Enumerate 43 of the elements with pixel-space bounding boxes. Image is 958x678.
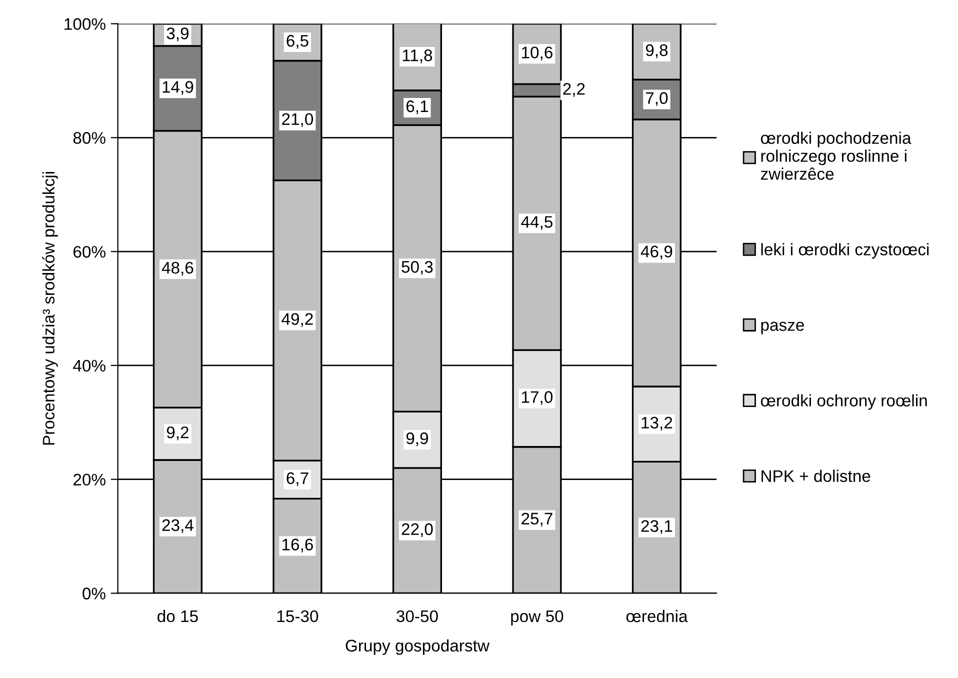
x-tick-label: pow 50 — [511, 610, 564, 626]
data-label: 48,6 — [162, 262, 194, 276]
y-axis-title: Procentowy udzia³ srodków produkcji — [42, 172, 58, 445]
data-label: 9,9 — [406, 432, 428, 446]
y-tick-label: 100% — [64, 18, 106, 30]
data-label: 13,2 — [642, 416, 672, 431]
y-tick-label: 0% — [82, 588, 106, 600]
data-label: 14,9 — [162, 81, 194, 95]
data-label: 46,9 — [640, 246, 672, 260]
legend-label: leki i œrodki czystoœci — [761, 243, 929, 259]
data-label: 6,5 — [286, 34, 308, 49]
legend-label: NPK + dolistne — [762, 470, 870, 482]
x-axis-title: Grupy gospodarstw — [346, 639, 490, 655]
x-tick-label: do 15 — [158, 610, 198, 622]
data-label: 9,8 — [646, 44, 668, 58]
legend-label: œrodki ochrony roœlin — [760, 394, 927, 410]
data-label: 11,8 — [402, 49, 432, 64]
x-tick-label: œrednia — [626, 610, 688, 622]
data-label: 22,0 — [402, 523, 433, 538]
data-label: 23,1 — [641, 520, 672, 534]
legend-label: œrodki pochodzenia rolniczego roslinne i zwierzêce — [760, 132, 912, 180]
data-label: 21,0 — [282, 113, 314, 127]
data-label: 44,5 — [521, 216, 552, 230]
data-label: 17,0 — [522, 391, 553, 405]
data-label: 50,3 — [402, 261, 433, 275]
data-label: 10,6 — [522, 46, 552, 60]
data-label: 9,2 — [166, 426, 188, 440]
data-label: 2,2 — [563, 83, 585, 97]
data-label: 16,6 — [282, 538, 313, 552]
legend-label: pasze — [761, 322, 804, 334]
y-tick-label: 20% — [74, 474, 106, 486]
y-tick-label: 80% — [73, 132, 106, 144]
x-tick-label: 30-50 — [396, 610, 438, 622]
data-label: 25,7 — [522, 512, 552, 527]
y-tick-label: 60% — [74, 246, 106, 258]
data-label: 6,1 — [406, 100, 428, 114]
data-label: 3,9 — [166, 28, 189, 42]
x-tick-label: 15-30 — [277, 610, 318, 622]
data-label: 23,4 — [162, 519, 194, 534]
data-label: 49,2 — [282, 313, 313, 327]
y-tick-label: 40% — [73, 360, 106, 372]
data-label: 6,7 — [286, 472, 308, 486]
data-label: 7,0 — [646, 92, 668, 106]
